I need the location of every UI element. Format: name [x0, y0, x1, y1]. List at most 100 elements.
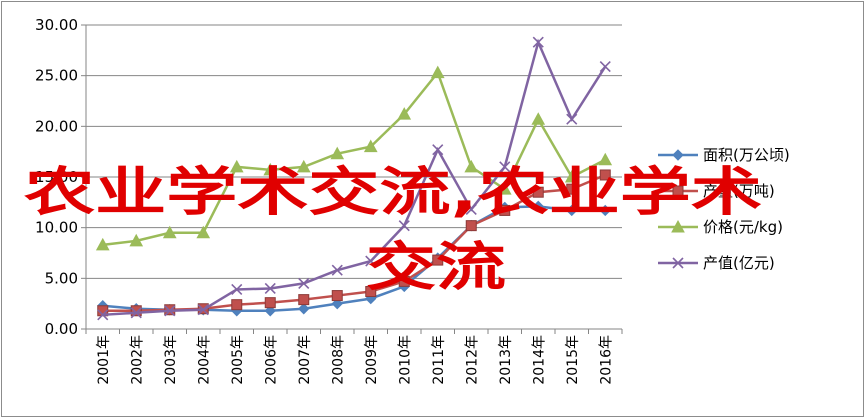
square-marker: [532, 186, 544, 198]
x-marker: [164, 305, 176, 317]
x-tick-label: 2014年: [531, 335, 547, 385]
y-tick-label: 10.00: [35, 219, 78, 237]
diamond-marker: [264, 305, 276, 317]
triangle-marker: [330, 146, 345, 160]
series-line: [102, 70, 606, 247]
series-line: [102, 38, 607, 317]
triangle-marker: [129, 233, 144, 247]
x-marker: [432, 144, 444, 156]
square-marker: [672, 185, 684, 197]
x-tick-label: 2001年: [96, 335, 112, 385]
x-axis-ticks: 2001年 2002年 2003年 2004年 2005年 2006年 2007年 2008年…: [85, 329, 623, 385]
series-3: [95, 65, 613, 251]
x-marker: [398, 220, 410, 232]
diamond-marker: [599, 204, 611, 217]
watermark-line-2: 交流: [366, 238, 506, 298]
triangle-marker: [162, 225, 177, 239]
x-tick-label: 2009年: [364, 335, 380, 385]
x-marker: [197, 304, 209, 316]
x-tick-label: 2003年: [163, 335, 179, 385]
triangle-marker: [196, 225, 211, 239]
legend-entry: 面积(万公顷): [658, 146, 790, 164]
square-marker: [331, 290, 343, 302]
x-marker: [532, 36, 544, 48]
square-marker: [432, 254, 444, 266]
x-marker: [566, 113, 578, 125]
y-tick-label: 20.00: [35, 117, 78, 135]
y-tick-label: 15.00: [35, 168, 78, 186]
x-tick-label: 2016年: [598, 335, 614, 385]
x-tick-label: 2010年: [397, 335, 413, 385]
diamond-marker: [298, 303, 310, 315]
x-tick-label: 2006年: [263, 335, 279, 385]
y-tick-label: 30.00: [35, 16, 78, 34]
legend-entry: 产量(万吨): [658, 182, 775, 200]
legend-entry: 产值(亿元): [658, 254, 775, 272]
triangle-marker: [464, 159, 479, 173]
x-tick-label: 2011年: [431, 335, 447, 385]
x-marker: [365, 255, 377, 267]
x-marker: [672, 257, 684, 269]
x-tick-label: 2005年: [230, 335, 246, 385]
triangle-marker: [363, 139, 378, 153]
square-marker: [130, 305, 142, 317]
y-axis-ticks: 0.00 5.00 10.00 15.00 20.00 25.00 30.00: [35, 16, 86, 338]
x-marker: [465, 203, 477, 215]
y-tick-label: 25.00: [35, 67, 78, 85]
diamond-marker: [566, 204, 578, 217]
x-marker: [298, 277, 310, 289]
x-marker: [231, 283, 243, 296]
triangle-marker: [564, 169, 579, 183]
x-marker: [331, 264, 343, 276]
diamond-marker: [331, 297, 343, 310]
triangle-marker: [497, 182, 512, 195]
triangle-marker: [430, 65, 445, 79]
triangle-marker: [263, 162, 278, 176]
y-tick-label: 5.00: [45, 269, 78, 287]
legend-label: 面积(万公顷): [703, 146, 790, 164]
legend-label: 产值(亿元): [703, 254, 775, 272]
watermark: 农业学术交流,农业学术 交流: [24, 163, 762, 298]
legend-label: 产量(万吨): [703, 182, 775, 200]
series-4: [97, 36, 611, 321]
square-marker: [465, 220, 477, 232]
x-marker: [97, 309, 109, 321]
x-marker: [264, 282, 276, 295]
triangle-marker: [598, 152, 613, 166]
square-marker: [264, 297, 276, 309]
x-tick-label: 2008年: [330, 335, 346, 385]
x-tick-label: 2004年: [196, 335, 212, 385]
square-marker: [398, 275, 410, 287]
square-marker: [566, 183, 578, 195]
square-marker: [365, 286, 377, 298]
x-tick-label: 2007年: [297, 335, 313, 385]
watermark-line-1: 农业学术交流,农业学术: [24, 163, 762, 223]
square-marker: [499, 204, 511, 216]
x-tick-label: 2002年: [129, 335, 145, 385]
triangle-marker: [296, 159, 311, 173]
x-tick-label: 2012年: [464, 335, 480, 385]
x-marker: [599, 60, 611, 73]
x-marker: [130, 307, 142, 319]
legend-label: 价格(元/kg): [703, 218, 783, 236]
square-marker: [231, 299, 243, 311]
triangle-marker: [397, 107, 412, 120]
triangle-marker: [229, 159, 244, 173]
x-tick-label: 2015年: [565, 335, 581, 385]
legend-entry: 价格(元/kg): [658, 218, 783, 236]
square-marker: [599, 169, 611, 181]
legend: 面积(万公顷) 产量(万吨) 价格(元/kg) 产值(亿元): [658, 146, 790, 272]
triangle-marker: [671, 219, 685, 233]
series-layer: [95, 36, 613, 321]
y-tick-label: 0.00: [45, 320, 78, 338]
gridlines: [86, 24, 622, 279]
x-tick-label: 2013年: [498, 335, 514, 385]
diamond-marker: [672, 149, 684, 161]
triangle-marker: [95, 237, 110, 251]
square-marker: [298, 294, 310, 306]
triangle-marker: [531, 112, 546, 125]
x-marker: [499, 161, 511, 173]
diamond-marker: [532, 200, 544, 213]
